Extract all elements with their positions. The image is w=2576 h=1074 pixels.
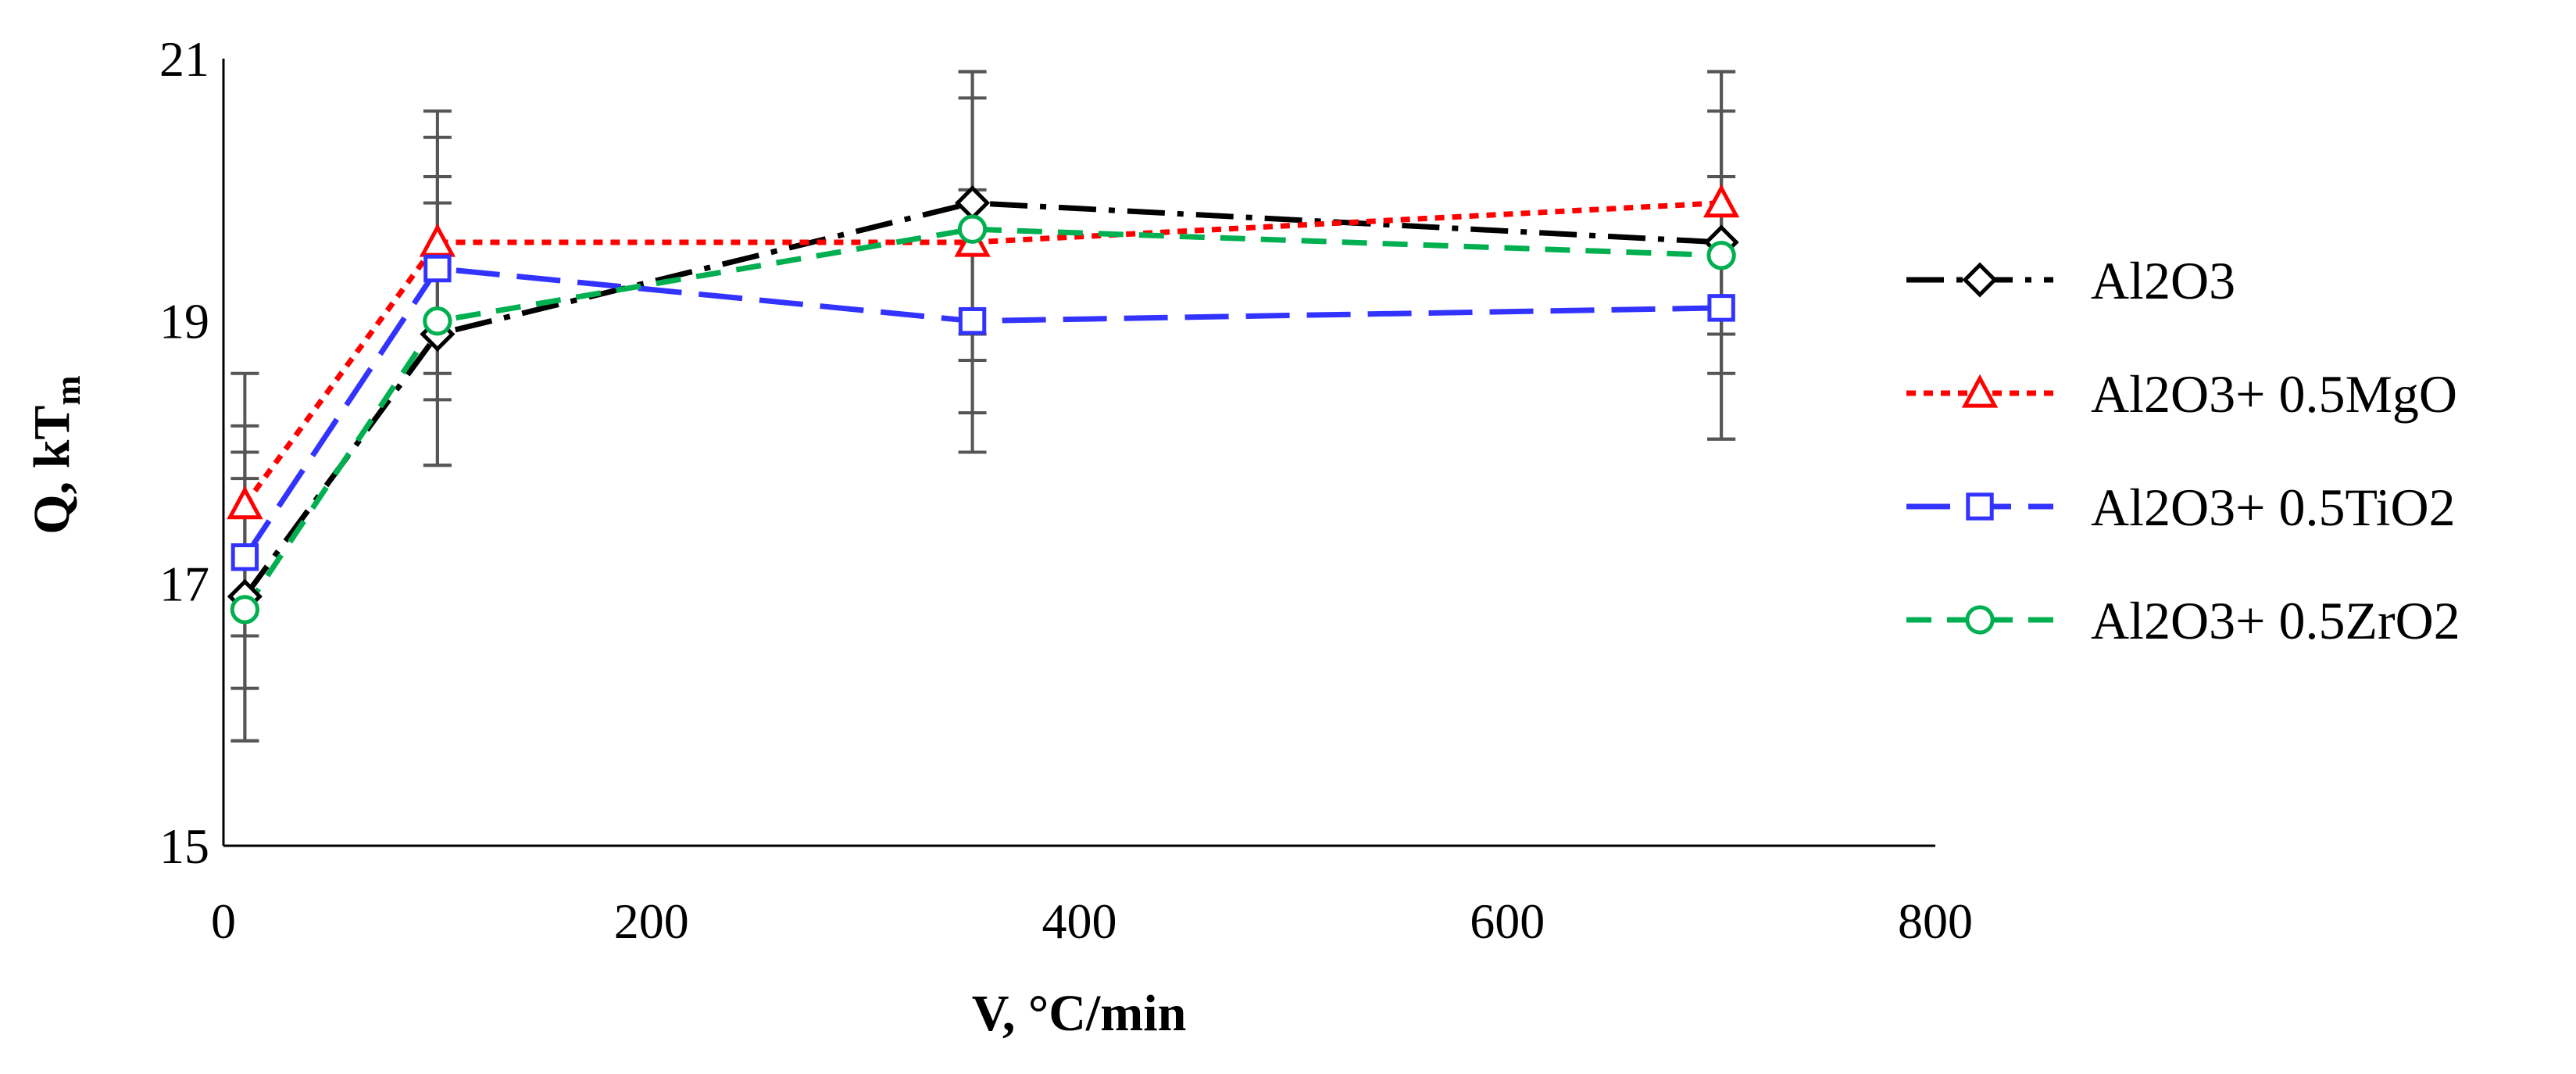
legend-item-al2o3: Al2O3	[1906, 251, 2235, 310]
y-tick-label: 21	[159, 31, 209, 87]
y-tick-label: 17	[159, 556, 209, 611]
data-point-al2o3-0-5zro2	[1706, 241, 1736, 270]
legend-item-al2o3-0-5mgo: Al2O3+ 0.5MgO	[1906, 364, 2457, 424]
data-point-al2o3-0-5tio2	[1707, 294, 1735, 322]
x-tick-label: 800	[1898, 893, 1973, 949]
x-tick-label: 0	[211, 893, 236, 949]
x-tick-label: 600	[1470, 893, 1545, 949]
x-tick-labels: 0 200 400 600 800	[211, 893, 1973, 949]
y-tick-labels: 15 17 19 21	[159, 31, 209, 874]
series-line-al2o3-0-5zro2	[242, 226, 1722, 611]
series-line-al2o3-0-5mgo	[242, 200, 1722, 507]
legend-label: Al2O3+ 0.5TiO2	[2091, 478, 2456, 537]
legend: Al2O3 Al2O3+ 0.5MgO Al2O3+ 0.5TiO2 Al2O3+ 0…	[1906, 251, 2460, 650]
data-point-al2o3	[955, 185, 991, 221]
data-point-al2o3-0-5zro2	[957, 214, 988, 244]
data-point-al2o3-0-5mgo	[1702, 184, 1740, 218]
legend-marker	[1961, 374, 1999, 408]
data-point-al2o3-0-5tio2	[423, 254, 452, 283]
markers	[227, 184, 1740, 625]
data-point-al2o3-0-5zro2	[423, 306, 452, 336]
legend-label: Al2O3	[2091, 251, 2235, 310]
data-point-al2o3-0-5tio2	[230, 543, 259, 571]
y-tick-label: 15	[159, 818, 209, 874]
legend-marker	[1965, 605, 1995, 635]
x-tick-label: 400	[1042, 893, 1117, 949]
series-lines	[242, 200, 1722, 611]
data-point-al2o3-0-5mgo	[227, 485, 263, 520]
error-bars	[230, 70, 1736, 743]
legend-label: Al2O3+ 0.5MgO	[2091, 364, 2457, 424]
legend-marker	[1962, 262, 1998, 298]
legend-item-al2o3-0-5zro2: Al2O3+ 0.5ZrO2	[1906, 591, 2460, 650]
y-tick-label: 19	[159, 294, 209, 349]
legend-label: Al2O3+ 0.5ZrO2	[2091, 591, 2460, 650]
data-point-al2o3-0-5zro2	[230, 595, 260, 625]
legend-item-al2o3-0-5tio2: Al2O3+ 0.5TiO2	[1906, 478, 2456, 537]
y-axis-title-subscript: m	[48, 375, 88, 405]
x-axis-title: V, °C/min	[972, 985, 1187, 1042]
legend-marker	[1966, 492, 1994, 521]
data-point-al2o3-0-5tio2	[958, 306, 987, 335]
plot-area	[222, 59, 1935, 847]
x-tick-label: 200	[614, 893, 689, 949]
y-axis-title: Q, kTm	[23, 375, 88, 534]
series-line-al2o3-0-5tio2	[242, 265, 1722, 559]
y-axis-title-main: Q, kT	[23, 406, 80, 535]
series-line-al2o3	[242, 200, 1722, 599]
